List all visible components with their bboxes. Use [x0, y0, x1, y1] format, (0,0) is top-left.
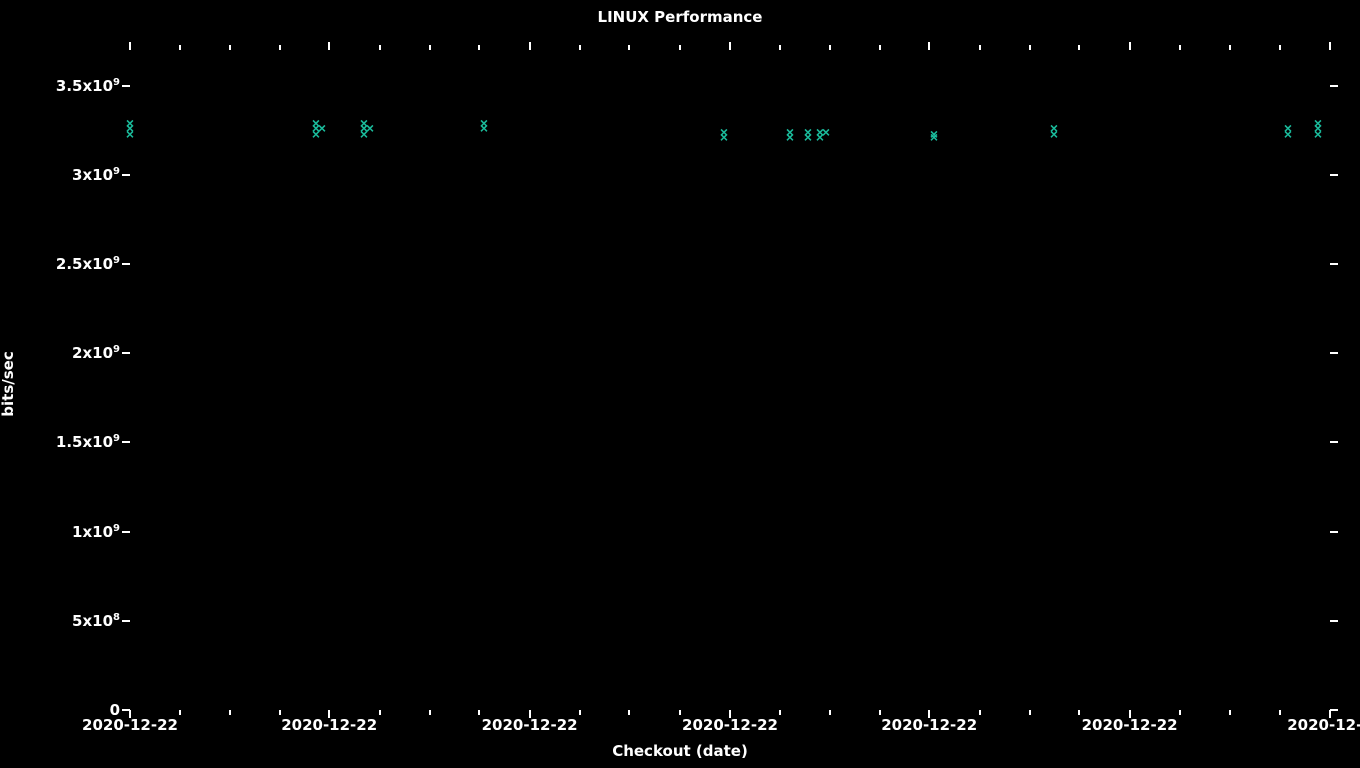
x-tick-mark	[129, 710, 131, 718]
data-point: ×	[822, 127, 830, 141]
data-point: ×	[1050, 129, 1058, 143]
x-minor-tick-top	[179, 45, 181, 50]
x-minor-tick	[279, 710, 281, 715]
data-point: ×	[930, 132, 938, 146]
x-minor-tick	[1179, 710, 1181, 715]
x-tick-mark-top	[1329, 42, 1331, 50]
x-tick-label: 2020-12-2	[1287, 716, 1360, 734]
x-minor-tick	[829, 710, 831, 715]
x-tick-mark	[1129, 710, 1131, 718]
x-tick-label: 2020-12-22	[281, 716, 377, 734]
x-minor-tick-top	[979, 45, 981, 50]
x-minor-tick-top	[1279, 45, 1281, 50]
x-minor-tick-top	[679, 45, 681, 50]
y-tick-label: 5x108	[72, 612, 120, 630]
chart-title: LINUX Performance	[0, 8, 1360, 26]
y-tick-mark-right	[1330, 709, 1338, 711]
x-axis-label: Checkout (date)	[0, 742, 1360, 760]
x-tick-label: 2020-12-22	[881, 716, 977, 734]
x-minor-tick	[179, 710, 181, 715]
x-minor-tick	[478, 710, 480, 715]
x-minor-tick-top	[628, 45, 630, 50]
y-tick-mark-right	[1330, 263, 1338, 265]
x-minor-tick-top	[829, 45, 831, 50]
y-tick-mark	[122, 352, 130, 354]
data-point: ×	[720, 132, 728, 146]
x-minor-tick	[1229, 710, 1231, 715]
x-minor-tick-top	[1029, 45, 1031, 50]
y-tick-mark-right	[1330, 352, 1338, 354]
y-tick-mark	[122, 441, 130, 443]
y-tick-mark	[122, 620, 130, 622]
x-tick-label: 2020-12-22	[682, 716, 778, 734]
x-minor-tick-top	[1078, 45, 1080, 50]
y-tick-mark	[122, 263, 130, 265]
x-tick-mark	[1329, 710, 1331, 718]
x-tick-mark	[729, 710, 731, 718]
x-minor-tick	[979, 710, 981, 715]
x-minor-tick	[579, 710, 581, 715]
y-tick-mark-right	[1330, 174, 1338, 176]
data-point: ×	[126, 118, 134, 132]
y-tick-mark	[122, 174, 130, 176]
y-tick-mark-right	[1330, 620, 1338, 622]
x-minor-tick	[379, 710, 381, 715]
data-point: ×	[480, 118, 488, 132]
x-minor-tick-top	[779, 45, 781, 50]
x-tick-mark	[328, 710, 330, 718]
x-minor-tick	[1279, 710, 1281, 715]
x-tick-mark-top	[928, 42, 930, 50]
data-point: ×	[786, 132, 794, 146]
x-minor-tick	[679, 710, 681, 715]
x-minor-tick-top	[379, 45, 381, 50]
x-minor-tick	[229, 710, 231, 715]
x-minor-tick	[879, 710, 881, 715]
x-minor-tick-top	[879, 45, 881, 50]
y-tick-mark-right	[1330, 441, 1338, 443]
x-minor-tick-top	[429, 45, 431, 50]
x-minor-tick	[1078, 710, 1080, 715]
x-tick-label: 2020-12-22	[1082, 716, 1178, 734]
x-tick-mark-top	[729, 42, 731, 50]
data-point: ×	[1314, 118, 1322, 132]
x-minor-tick	[628, 710, 630, 715]
x-minor-tick-top	[229, 45, 231, 50]
performance-chart: LINUX Performance bits/sec Checkout (dat…	[0, 0, 1360, 768]
y-tick-mark-right	[1330, 531, 1338, 533]
x-tick-label: 2020-12-22	[82, 716, 178, 734]
x-minor-tick-top	[279, 45, 281, 50]
y-tick-label: 2.5x109	[56, 255, 120, 273]
data-point: ×	[318, 123, 326, 137]
x-tick-mark	[928, 710, 930, 718]
y-tick-mark	[122, 531, 130, 533]
y-tick-mark	[122, 85, 130, 87]
y-tick-label: 3.5x109	[56, 77, 120, 95]
data-point: ×	[366, 123, 374, 137]
x-minor-tick-top	[1179, 45, 1181, 50]
y-tick-label: 3x109	[72, 166, 120, 184]
data-point: ×	[804, 132, 812, 146]
x-minor-tick-top	[478, 45, 480, 50]
y-axis-label: bits/sec	[0, 351, 17, 416]
plot-area	[130, 50, 1330, 710]
x-minor-tick	[779, 710, 781, 715]
data-point: ×	[1284, 129, 1292, 143]
x-tick-mark	[529, 710, 531, 718]
x-tick-mark-top	[129, 42, 131, 50]
y-tick-mark-right	[1330, 85, 1338, 87]
x-tick-mark-top	[1129, 42, 1131, 50]
y-tick-label: 1.5x109	[56, 433, 120, 451]
y-tick-label: 2x109	[72, 344, 120, 362]
x-tick-mark-top	[328, 42, 330, 50]
x-minor-tick	[1029, 710, 1031, 715]
x-tick-label: 2020-12-22	[482, 716, 578, 734]
x-minor-tick	[429, 710, 431, 715]
y-tick-label: 1x109	[72, 523, 120, 541]
x-minor-tick-top	[1229, 45, 1231, 50]
x-minor-tick-top	[579, 45, 581, 50]
x-tick-mark-top	[529, 42, 531, 50]
